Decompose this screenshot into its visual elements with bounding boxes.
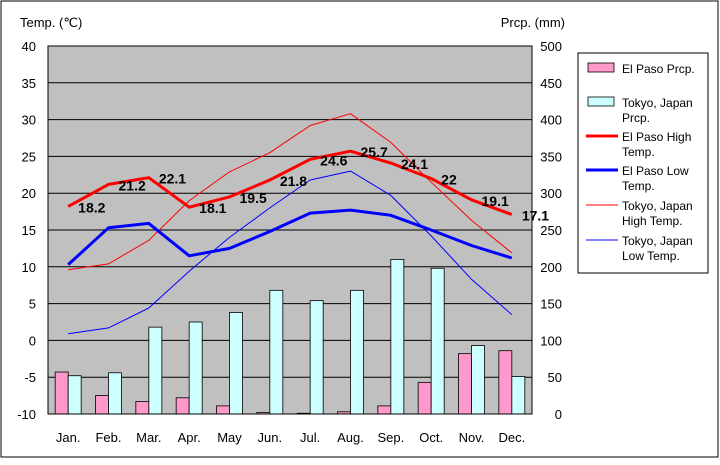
data-label: 18.2	[78, 199, 105, 215]
bar	[498, 350, 513, 415]
right-tick-label: 50	[548, 370, 562, 385]
plot-frame	[47, 45, 533, 415]
bar	[377, 405, 392, 415]
x-tick-label: Sep.	[377, 430, 404, 445]
data-label: 22.1	[159, 171, 186, 187]
legend-label: Tokyo, Japan	[622, 199, 693, 213]
x-tick-label: Jul.	[300, 430, 320, 445]
left-tick-label: 35	[22, 76, 36, 91]
bar	[148, 326, 163, 415]
data-label: 19.1	[482, 193, 509, 209]
data-label: 25.7	[361, 144, 388, 160]
right-tick-label: 450	[540, 76, 562, 91]
bar	[309, 300, 324, 415]
legend-label: Temp.	[622, 145, 655, 159]
right-tick-label: 250	[540, 223, 562, 238]
series-line	[67, 149, 513, 216]
bar	[269, 289, 284, 415]
legend-label: Tokyo, Japan	[622, 96, 693, 110]
x-tick-label: Apr.	[178, 430, 201, 445]
bar	[471, 345, 485, 415]
data-label: 22	[441, 171, 457, 187]
left-tick-label: -10	[17, 407, 36, 422]
right-tick-label: 350	[540, 149, 562, 164]
legend-label: Tokyo, Japan	[622, 234, 693, 248]
series-line	[68, 113, 513, 271]
series-line	[67, 208, 513, 266]
legend-label: Temp.	[622, 179, 655, 193]
right-tick-label: 300	[540, 186, 562, 201]
legend-label: El Paso High	[622, 130, 691, 144]
x-tick-label: Nov.	[459, 430, 485, 445]
bar	[458, 353, 472, 415]
bar	[430, 267, 445, 415]
right-axis-label: Prcp. (mm)	[501, 15, 565, 30]
legend-box	[577, 52, 709, 274]
right-tick-label: 400	[540, 113, 562, 128]
left-tick-label: 30	[22, 113, 36, 128]
x-tick-label: Jan.	[56, 430, 81, 445]
right-tick-label: 0	[555, 407, 562, 422]
bar	[390, 259, 405, 415]
right-tick-label: 200	[540, 260, 562, 275]
left-tick-label: 10	[22, 260, 36, 275]
left-tick-label: 0	[29, 333, 36, 348]
left-tick-label: 25	[22, 149, 36, 164]
left-axis-label: Temp. (℃)	[20, 15, 82, 30]
bar	[54, 371, 69, 415]
left-tick-label: 5	[29, 297, 36, 312]
legend-swatch	[587, 62, 615, 73]
left-tick-label: 40	[22, 39, 36, 54]
x-tick-label: Jun.	[258, 430, 283, 445]
bar	[95, 395, 109, 415]
x-tick-label: Mar.	[136, 430, 161, 445]
bar	[229, 312, 243, 415]
bar	[216, 405, 230, 415]
x-tick-label: May	[217, 430, 242, 445]
legend-label: El Paso Prcp.	[622, 62, 695, 76]
bar	[67, 375, 82, 415]
left-tick-label: 20	[22, 186, 36, 201]
left-tick-label: -5	[24, 370, 36, 385]
x-tick-label: Dec.	[498, 430, 525, 445]
left-tick-label: 15	[22, 223, 36, 238]
bar	[350, 289, 364, 415]
x-tick-label: Aug.	[337, 430, 364, 445]
legend-label: Prcp.	[622, 111, 650, 125]
data-label: 21.8	[280, 173, 307, 189]
data-label: 18.1	[199, 200, 226, 216]
bar	[417, 381, 432, 415]
data-label: 24.6	[320, 152, 347, 168]
x-tick-label: Oct.	[419, 430, 443, 445]
legend-label: Low Temp.	[622, 249, 680, 263]
series-line	[68, 170, 513, 335]
legend-label: El Paso Low	[622, 164, 689, 178]
bar	[188, 321, 203, 415]
x-tick-label: Feb.	[95, 430, 121, 445]
data-label: 19.5	[240, 190, 267, 206]
bar	[175, 397, 190, 415]
data-label: 21.2	[119, 177, 146, 193]
bar	[511, 376, 526, 415]
legend-label: High Temp.	[622, 214, 682, 228]
right-tick-label: 100	[540, 333, 562, 348]
bar	[135, 401, 150, 415]
bar	[108, 372, 122, 415]
right-tick-label: 500	[540, 39, 562, 54]
data-label: 17.1	[522, 208, 549, 224]
legend-swatch	[587, 96, 615, 107]
right-tick-label: 150	[540, 297, 562, 312]
data-label: 24.1	[401, 156, 428, 172]
